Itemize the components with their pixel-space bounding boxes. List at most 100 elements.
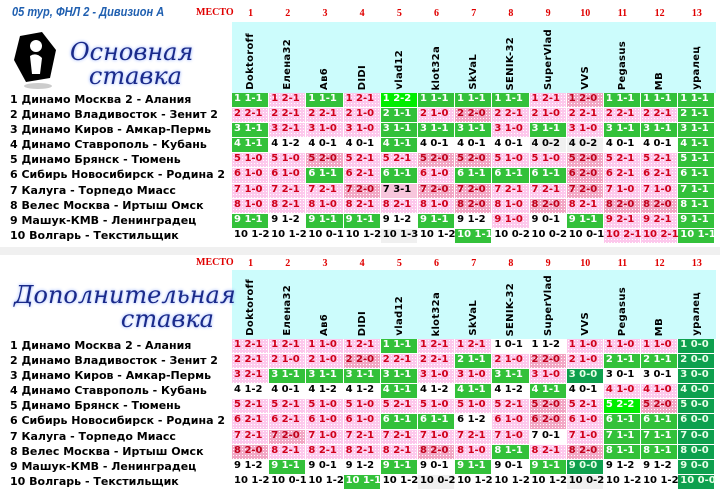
player-name: klot32a (431, 291, 443, 337)
prediction-cell: 2 1-0 (417, 108, 455, 123)
logo-line-1: Основная (70, 38, 194, 66)
place-number: 9 (545, 258, 551, 269)
prediction-cell: 5 1-0 (455, 399, 492, 414)
prediction-cell: 5 1-0 (306, 399, 343, 414)
prediction-cell: 2 1-0 (492, 354, 529, 369)
prediction-cell: 1 2-1 (269, 93, 306, 108)
place-number: 13 (691, 258, 702, 269)
table-row: 2 2-1 2 1-0 2 1-0 2 2-0 2 2-1 2 2-1 2 1-1 2 1-0… (232, 354, 715, 369)
prediction-cell: 4 0-2 (566, 138, 603, 153)
prediction-cell: 4 1-1 (380, 138, 417, 153)
place-number: 7 (471, 8, 477, 19)
player-column-header: Pegasus (604, 270, 641, 339)
prediction-cell: 9 1-2 (232, 459, 269, 474)
prediction-cell: 8 2-1 (306, 444, 343, 459)
prediction-cell: 8 2-0 (455, 198, 492, 213)
prediction-cell: 5 2-1 (566, 399, 603, 414)
prediction-cell: 7 2-1 (343, 429, 380, 444)
prediction-cell: 2 2-1 (417, 354, 455, 369)
prediction-cell: 10 1-2 (603, 474, 641, 489)
table-row: 5 2-1 5 2-1 5 1-0 5 1-0 5 2-1 5 1-0 5 1-0 5 2-1… (232, 399, 715, 414)
prediction-cell: 10 0-2 (492, 228, 530, 243)
prediction-cell: 9 2-1 (641, 213, 678, 228)
prediction-cell: 7 2-1 (492, 183, 529, 198)
prediction-cell: 5 1-1 (678, 153, 715, 168)
prediction-cell: 6 1-1 (529, 168, 566, 183)
prediction-cell: 1 2-0 (566, 93, 603, 108)
player-column-header: SENIK-32 (492, 270, 529, 339)
place-numbers: 1 2 3 4 5 6 7 8 9 10 11 12 13 (232, 258, 715, 269)
prediction-cell: 9 1-1 (306, 213, 343, 228)
prediction-cell: 8 2-0 (417, 444, 455, 459)
prediction-cell: 9 1-1 (678, 213, 715, 228)
prediction-cell: 3 1-1 (492, 369, 529, 384)
prediction-cell: 9 0-1 (306, 459, 343, 474)
match-name: 6 Сибирь Новосибирск - Родина 2 (10, 168, 226, 182)
player-names: Doktoroff Елена32 Ав6 DIDI vlad12 klot32a SkVa… (232, 22, 716, 93)
prediction-cell: 4 0-2 (529, 138, 566, 153)
player-column-header: vlad12 (381, 22, 418, 93)
prediction-cell: 6 2-1 (641, 168, 678, 183)
logo-line-1: Дополнительная (14, 281, 236, 309)
prediction-cell: 8 2-0 (566, 444, 603, 459)
prediction-cell: 8 1-0 (306, 198, 343, 213)
prediction-cell: 1 0-1 (492, 339, 529, 354)
prediction-cell: 5 2-2 (603, 399, 641, 414)
player-column-header: Елена32 (269, 22, 306, 93)
player-column-header: vlad12 (381, 270, 418, 339)
place-number: 2 (285, 8, 291, 19)
prediction-cell: 6 2-1 (232, 414, 269, 429)
prediction-cell: 2 1-1 (678, 108, 715, 123)
prediction-cell: 9 1-1 (269, 459, 306, 474)
prediction-cell: 7 0-0 (678, 429, 715, 444)
player-name: уралец (691, 292, 703, 336)
prediction-cell: 8 1-1 (492, 444, 529, 459)
prediction-cell: 1 2-1 (455, 339, 492, 354)
prediction-cell: 5 2-1 (603, 153, 641, 168)
player-name: VVS (579, 66, 591, 90)
prediction-cell: 8 2-0 (232, 444, 269, 459)
prediction-cell: 6 2-0 (529, 414, 566, 429)
prediction-cell: 6 1-2 (455, 414, 492, 429)
prediction-cell: 1 2-1 (417, 339, 455, 354)
prediction-cell: 6 1-1 (641, 414, 678, 429)
prediction-cell: 6 1-1 (603, 414, 641, 429)
prediction-cell: 1 1-1 (678, 93, 715, 108)
prediction-cell: 7 2-1 (232, 429, 269, 444)
player-name: Doktoroff (245, 33, 257, 90)
prediction-cell: 3 1-1 (380, 123, 417, 138)
prediction-cell: 10 1-3 (380, 228, 418, 243)
player-name: Елена32 (282, 39, 294, 90)
prediction-cell: 9 0-0 (678, 459, 715, 474)
prediction-cell: 7 1-1 (603, 429, 641, 444)
player-column-header: Елена32 (269, 270, 306, 339)
player-name: MB (654, 71, 666, 90)
prediction-cell: 5 1-0 (269, 153, 306, 168)
match-name: 4 Динамо Ставрополь - Кубань (10, 384, 207, 398)
prediction-cell: 10 1-1 (678, 228, 716, 243)
prediction-cell: 2 0-0 (678, 354, 715, 369)
prediction-cell: 4 1-0 (641, 384, 678, 399)
prediction-cell: 1 1-2 (529, 339, 566, 354)
player-name: SuperVlad (542, 29, 554, 90)
prediction-cell: 5 1-0 (492, 153, 529, 168)
prediction-cell: 5 2-1 (232, 399, 269, 414)
prediction-cell: 4 0-1 (306, 138, 343, 153)
prediction-cell: 2 1-0 (269, 354, 306, 369)
player-column-header: уралец (678, 270, 715, 339)
prediction-cell: 8 1-1 (678, 198, 715, 213)
prediction-cell: 5 1-0 (232, 153, 269, 168)
match-name: 9 Машук-КМВ - Ленинградец (10, 459, 197, 473)
prediction-cell: 3 1-1 (641, 123, 678, 138)
prediction-cell: 10 2-1 (603, 228, 641, 243)
prediction-cell: 5 1-0 (343, 399, 380, 414)
predictions-grid: 1 2-1 1 2-1 1 1-0 1 2-1 1 1-1 1 2-1 1 2-1 1 0-1… (232, 339, 716, 490)
place-number: 9 (545, 8, 551, 19)
prediction-cell: 2 2-0 (455, 108, 492, 123)
match-name: 9 Машук-КМВ - Ленинградец (10, 213, 197, 227)
prediction-cell: 1 1-0 (641, 339, 678, 354)
table-row: 10 1-2 10 0-1 10 1-2 10 1-1 10 1-2 10 0-2 10 1… (232, 474, 716, 490)
prediction-cell: 10 1-2 (380, 474, 418, 489)
prediction-cell: 10 1-1 (343, 474, 381, 489)
prediction-cell: 5 2-0 (566, 153, 603, 168)
